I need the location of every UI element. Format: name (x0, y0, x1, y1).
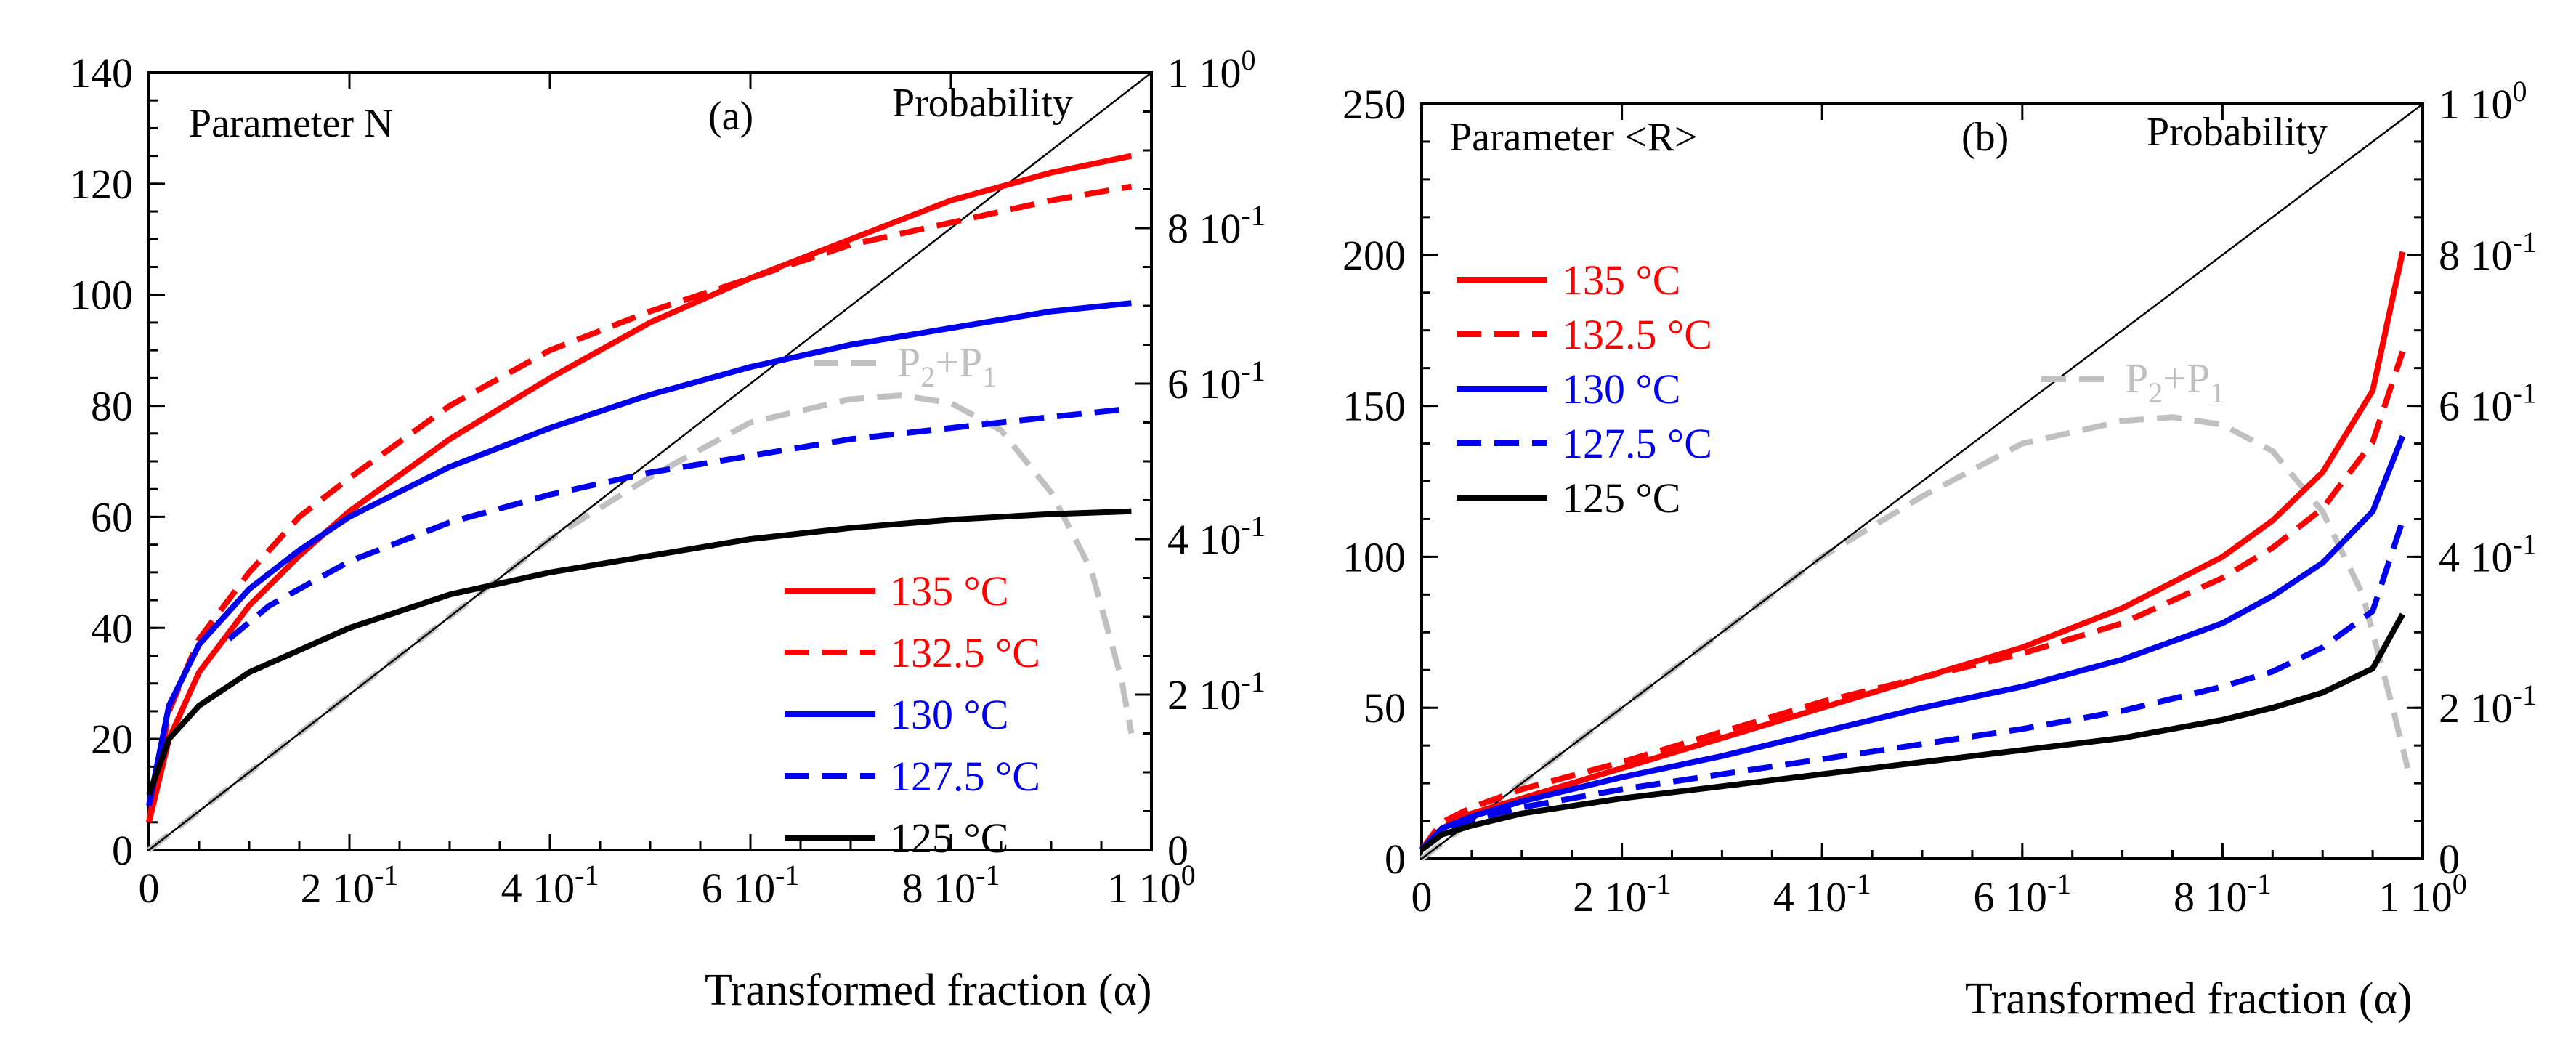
panel-b-xtick-label: 6 10-1 (1973, 867, 2071, 920)
panel-b-label: (b) (1961, 115, 2009, 160)
panel-b-ytick-label: 150 (1342, 383, 1406, 430)
panel-a-legend-label: 127.5 °C (890, 753, 1040, 800)
panel-a-series-line-130 (146, 300, 1132, 806)
panel-b-p2-p1-curve (1419, 414, 2411, 862)
panel-a-ytick-label: 80 (91, 383, 133, 430)
panel-a-legend-label: 132.5 °C (890, 629, 1040, 676)
panel-a-xtick-label: 4 10-1 (501, 859, 599, 912)
panel-a-y2tick-label: 8 10-1 (1167, 199, 1265, 252)
panel-a-chart: Parameter N (a) Probability Transformed … (70, 44, 1265, 1015)
panel-b-y2tick-label: 2 10-1 (2439, 679, 2537, 732)
panel-a-xtick-label: 2 10-1 (301, 859, 399, 912)
panel-b-series-line-127.5 (1419, 519, 2406, 852)
panel-b-xtick-label: 4 10-1 (1773, 867, 1871, 920)
panel-a-xtick-label: 1 100 (1107, 859, 1196, 912)
panel-b-right-title: Probability (2147, 110, 2328, 155)
panel-b-y2tick-label: 4 10-1 (2439, 527, 2537, 580)
panel-a-legend-label: 135 °C (890, 567, 1008, 615)
panel-b-legend-label: 135 °C (1562, 256, 1680, 304)
panel-b-legend-label: 132.5 °C (1562, 311, 1712, 358)
panel-b-ytick-label: 0 (1385, 835, 1406, 883)
panel-b-y2tick-label: 8 10-1 (2439, 226, 2537, 279)
panel-a-y2tick-label: 0 (1167, 827, 1188, 874)
panel-a-xtick-label: 8 10-1 (902, 859, 1000, 912)
panel-a-p2p1-label: P2+P1 (897, 339, 997, 393)
panel-a-ytick-label: 20 (91, 716, 133, 763)
panel-b-p2p1-label: P2+P1 (2125, 355, 2224, 409)
panel-b-xlabel: Transformed fraction (α) (1965, 974, 2413, 1024)
panel-b-diagonal-line (1421, 103, 2423, 859)
panel-a-legend-label: 130 °C (890, 691, 1008, 738)
panel-a-y2tick-label: 1 100 (1167, 44, 1256, 97)
panel-a-series-line-132.5 (146, 183, 1133, 823)
panel-a-xlabel: Transformed fraction (α) (705, 966, 1152, 1015)
panel-a-xtick-label: 6 10-1 (702, 859, 800, 912)
panel-a-ytick-label: 120 (70, 161, 133, 208)
panel-a-y2tick-label: 2 10-1 (1167, 665, 1265, 719)
panel-a-series-line-135 (146, 153, 1133, 823)
panel-a-y2tick-label: 6 10-1 (1167, 355, 1265, 408)
panel-b-xtick-label: 2 10-1 (1573, 867, 1671, 920)
panel-b-ytick-label: 250 (1342, 81, 1406, 128)
panel-a-ytick-label: 0 (112, 827, 133, 874)
panel-a-ytick-label: 40 (91, 604, 133, 652)
panel-a-ytick-label: 100 (70, 272, 133, 319)
panel-b-legend-label: 127.5 °C (1562, 420, 1712, 467)
panel-a-legend-label: 125 °C (890, 814, 1008, 862)
panel-a-label: (a) (708, 94, 753, 139)
panel-a-series-line-125 (146, 508, 1132, 796)
panel-b-y2tick-label: 0 (2439, 835, 2460, 883)
panel-a-series-line-127.5 (227, 405, 1132, 642)
panel-b-xtick-label: 8 10-1 (2174, 867, 2272, 920)
panel-b-y2tick-label: 1 100 (2439, 75, 2527, 128)
panel-a-xtick-label: 0 (139, 865, 160, 912)
panel-b-y2tick-label: 6 10-1 (2439, 377, 2537, 430)
panel-b-legend-label: 130 °C (1562, 365, 1680, 413)
panel-b-xtick-label: 1 100 (2378, 867, 2467, 920)
panel-b-legend-label: 125 °C (1562, 474, 1680, 522)
panel-a-ytick-label: 140 (70, 49, 133, 97)
panel-b-ytick-label: 200 (1342, 232, 1406, 279)
panel-b-xtick-label: 0 (1411, 873, 1433, 920)
panel-a-right-title: Probability (892, 81, 1073, 126)
panel-a-y2tick-label: 4 10-1 (1167, 510, 1265, 563)
panel-b-chart: Parameter <R> (b) Probability Transforme… (1342, 75, 2537, 1024)
panel-b-series-line-130 (1419, 434, 2406, 852)
panel-a-ytick-label: 60 (91, 493, 133, 541)
panel-b-series-line-125 (1419, 612, 2405, 852)
panel-b-ytick-label: 50 (1364, 684, 1406, 732)
panel-a-title: Parameter N (189, 101, 393, 146)
panel-b-ytick-label: 100 (1342, 533, 1406, 580)
panel-b-series-line-132.5 (1419, 350, 2406, 851)
panel-a-diagonal-line (148, 72, 1152, 851)
panel-b-title: Parameter <R> (1449, 115, 1698, 160)
